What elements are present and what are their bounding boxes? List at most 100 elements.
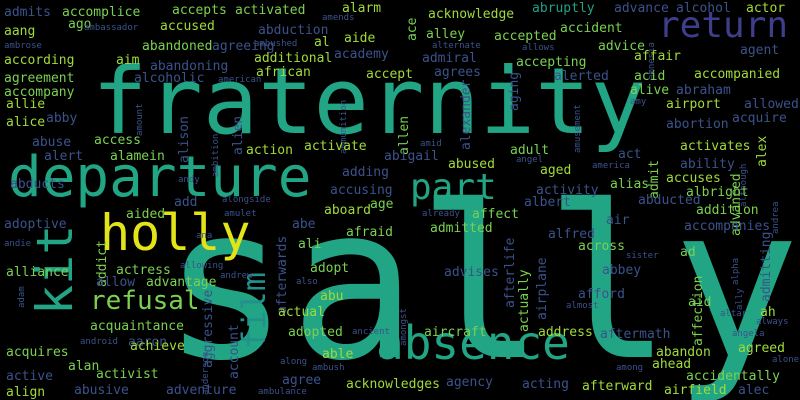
word-accuses: accuses [666, 171, 721, 186]
word-alison: alison [177, 115, 192, 163]
word-aftermath: aftermath [600, 327, 671, 342]
word-abuse: abuse [32, 135, 72, 150]
word-return: return [658, 5, 789, 46]
word-alec: alec [738, 383, 770, 398]
word-allie: allie [6, 97, 46, 112]
word-airport: airport [666, 97, 721, 112]
word-african: african [256, 65, 311, 80]
word-ambassador: ambassador [84, 23, 139, 33]
word-acknowledges: acknowledges [346, 377, 440, 392]
word-andy: andy [178, 175, 200, 185]
word-albert: albert [524, 195, 571, 210]
word-admits: admits [4, 5, 51, 20]
word-admitted: admitted [430, 221, 493, 236]
word-aim: aim [116, 53, 140, 68]
word-accidentally: accidentally [686, 369, 780, 384]
word-alerted: alerted [554, 69, 609, 84]
word-advises: advises [444, 265, 499, 280]
word-alice: alice [6, 115, 46, 130]
word-andie: andie [4, 239, 32, 249]
word-accompanied: accompanied [694, 67, 781, 82]
word-affection: affection [691, 275, 706, 347]
word-acquires: acquires [6, 345, 69, 360]
word-active: active [6, 369, 53, 384]
word-agency: agency [446, 375, 493, 390]
word-address: address [538, 325, 593, 340]
word-aided: aided [126, 207, 166, 222]
word-ancient: ancient [352, 327, 390, 337]
word-alamein: alamein [110, 149, 165, 164]
word-achieve: achieve [130, 339, 185, 354]
word-ali: ali [298, 237, 322, 252]
word-film: film [235, 271, 273, 349]
word-agreeing: agreeing [212, 39, 275, 54]
word-always: always [756, 317, 789, 327]
word-alongside: alongside [222, 195, 271, 205]
word-across: across [578, 239, 625, 254]
word-sister: sister [626, 251, 659, 261]
word-albright: albright [686, 185, 749, 200]
word-add: add [174, 195, 198, 210]
word-accompany: accompany [4, 85, 75, 100]
word-al: al [314, 35, 330, 50]
word-ambulance: ambulance [258, 387, 307, 397]
word-additional: additional [254, 51, 333, 66]
word-adult: adult [510, 143, 550, 158]
word-airplane: airplane [535, 257, 550, 321]
word-alert: alert [44, 149, 84, 164]
word-amends: amends [322, 13, 355, 23]
word-accompanies: accompanies [684, 219, 771, 234]
word-accident: accident [560, 21, 623, 36]
word-accepts: accepts [172, 3, 227, 18]
word-agree: agree [282, 373, 322, 388]
word-affect: affect [472, 207, 519, 222]
word-aid: aid [688, 295, 712, 310]
word-abby: abby [46, 111, 78, 126]
word-affair: affair [634, 49, 681, 64]
word-afterward: afterward [582, 379, 653, 394]
word-agent: agent [740, 43, 780, 58]
word-adoptive: adoptive [4, 217, 67, 232]
word-adopted: adopted [288, 325, 343, 340]
word-amusement: amusement [573, 103, 583, 153]
word-ana: ana [196, 231, 213, 241]
word-alpha: alpha [731, 257, 741, 285]
word-able: able [322, 347, 354, 362]
word-ah: ah [760, 305, 776, 320]
word-abortion: abortion [666, 117, 729, 132]
word-along: along [280, 357, 308, 367]
word-abused: abused [448, 157, 495, 172]
word-aircraft: aircraft [424, 325, 487, 340]
word-activates: activates [680, 139, 751, 154]
word-aboard: aboard [324, 203, 371, 218]
word-airfield: airfield [664, 383, 727, 398]
word-also: also [296, 277, 318, 287]
word-alfred: alfred [548, 227, 595, 242]
word-aang: aang [4, 24, 36, 39]
word-air: air [606, 213, 630, 228]
word-abusive: abusive [74, 383, 129, 398]
word-acquire: acquire [732, 111, 787, 126]
word-act: act [618, 147, 642, 162]
word-age: age [370, 197, 394, 212]
word-accomplice: accomplice [62, 5, 141, 20]
word-account: account [227, 323, 242, 379]
word-activist: activist [96, 367, 159, 382]
word-accept: accept [366, 67, 413, 82]
word-abandoning: abandoning [150, 59, 229, 74]
word-accused: accused [160, 19, 215, 34]
word-alley: alley [426, 27, 466, 42]
word-ambush: ambush [312, 363, 345, 373]
word-actor: actor [746, 1, 786, 16]
word-allow: allow [96, 275, 136, 290]
word-sally: sally [161, 160, 800, 400]
word-align: align [6, 385, 46, 400]
word-amid: amid [420, 139, 442, 149]
word-abraham: abraham [676, 83, 731, 98]
word-angela: angela [732, 329, 765, 339]
word-ambushed: ambushed [254, 39, 298, 49]
word-alone: alone [772, 355, 800, 365]
word-ability: ability [680, 157, 735, 172]
word-ace: ace [405, 17, 420, 42]
word-part: part [410, 167, 497, 208]
